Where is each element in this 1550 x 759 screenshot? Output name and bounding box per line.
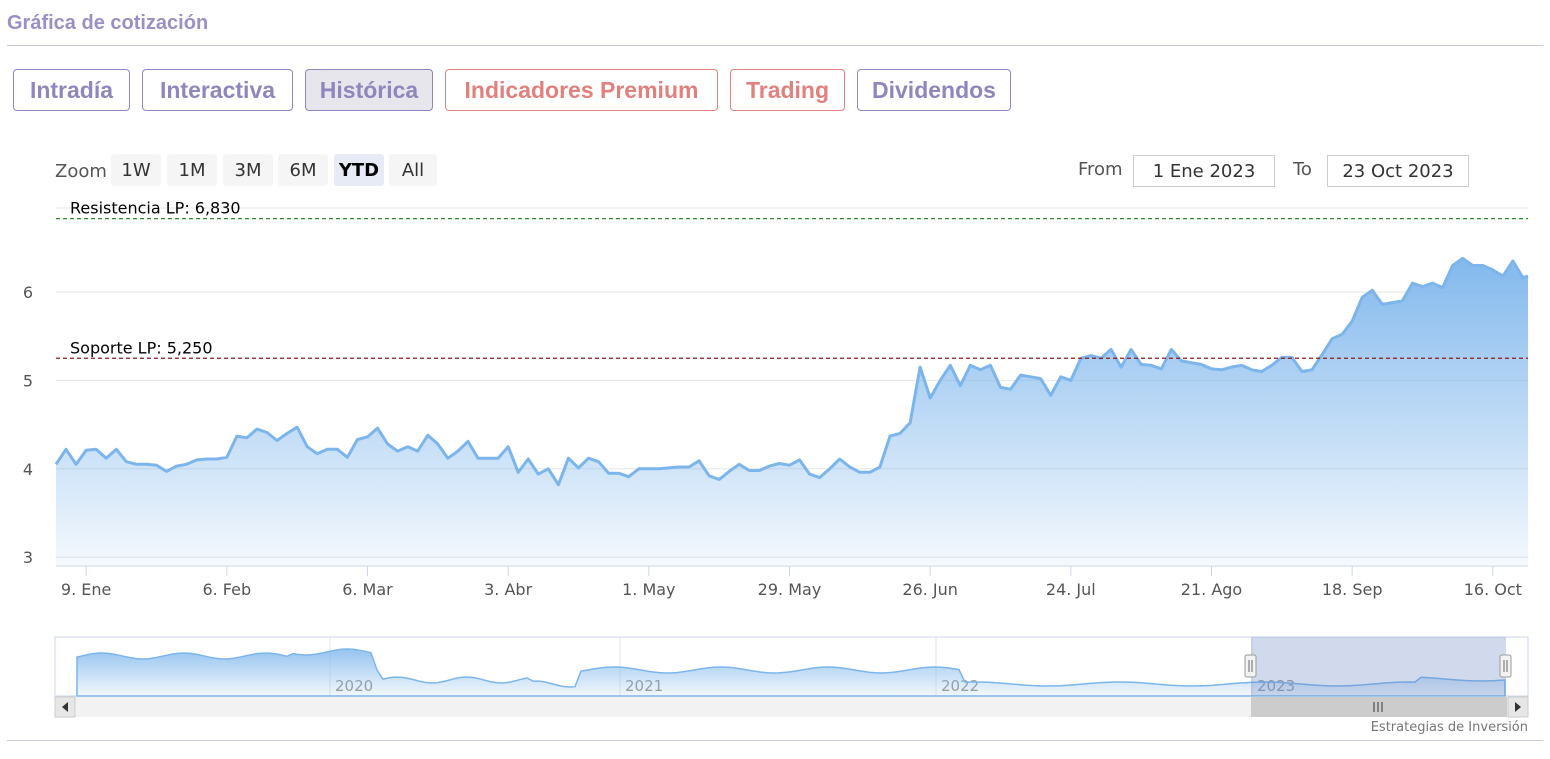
x-tick-label: 21. Ago [1181, 580, 1242, 599]
x-tick-label: 18. Sep [1322, 580, 1383, 599]
navigator-series [76, 648, 1506, 697]
navigator-right-handle[interactable] [1499, 654, 1512, 678]
bottom-divider [7, 740, 1543, 741]
y-tick-label: 3 [23, 548, 33, 567]
zoom-1w-button[interactable]: 1W [111, 154, 161, 186]
page-title: Gráfica de cotización [7, 12, 209, 34]
arrow-left-icon [62, 702, 68, 712]
range-from-input[interactable]: 1 Ene 2023 [1133, 155, 1275, 187]
zoom-6m-button[interactable]: 6M [278, 154, 328, 186]
zoom-label: Zoom [55, 161, 107, 182]
zoom-all-button[interactable]: All [389, 154, 437, 186]
x-tick-label: 3. Abr [484, 580, 532, 599]
y-tick-label: 6 [23, 283, 33, 302]
x-axis-labels: 9. Ene 6. Feb 6. Mar 3. Abr 1. May 29. May 26.… [61, 566, 1522, 599]
credit-text: Estrategias de Inversión [1370, 720, 1528, 735]
range-from-label: From [1078, 159, 1123, 180]
scrollbar-track[interactable] [55, 697, 1528, 717]
x-tick-label: 1. May [622, 580, 675, 599]
grip-icon [1373, 702, 1383, 712]
tab-indicadores-premium[interactable]: Indicadores Premium [445, 69, 718, 111]
navigator-left-handle[interactable] [1244, 654, 1257, 678]
x-tick-label: 6. Feb [202, 580, 251, 599]
y-axis-labels: 3 4 5 6 [23, 283, 33, 567]
tab-trading[interactable]: Trading [730, 69, 845, 111]
x-tick-label: 9. Ene [61, 580, 111, 599]
resistance-label: Resistencia LP: 6,830 [70, 199, 241, 218]
x-tick-label: 24. Jul [1046, 580, 1096, 599]
zoom-ytd-button[interactable]: YTD [334, 154, 384, 186]
scrollbar-thumb[interactable] [1251, 697, 1507, 717]
arrow-right-icon [1515, 702, 1521, 712]
tab-dividendos[interactable]: Dividendos [857, 69, 1011, 111]
zoom-3m-button[interactable]: 3M [223, 154, 273, 186]
range-to-label: To [1293, 159, 1312, 180]
x-tick-label: 29. May [758, 580, 822, 599]
x-tick-label: 6. Mar [342, 580, 393, 599]
price-area [56, 258, 1528, 566]
tab-intradia[interactable]: Intradía [13, 69, 130, 111]
zoom-1m-button[interactable]: 1M [167, 154, 217, 186]
navigator-selection[interactable] [1251, 637, 1506, 696]
tab-historica[interactable]: Histórica [305, 69, 433, 111]
price-line [54, 256, 1529, 487]
y-tick-label: 5 [23, 371, 33, 390]
tab-interactiva[interactable]: Interactiva [142, 69, 293, 111]
title-divider [7, 45, 1543, 46]
y-tick-label: 4 [23, 460, 33, 479]
range-to-input[interactable]: 23 Oct 2023 [1327, 155, 1469, 187]
x-tick-label: 26. Jun [902, 580, 958, 599]
x-tick-label: 16. Oct [1464, 580, 1522, 599]
support-label: Soporte LP: 5,250 [70, 338, 213, 357]
